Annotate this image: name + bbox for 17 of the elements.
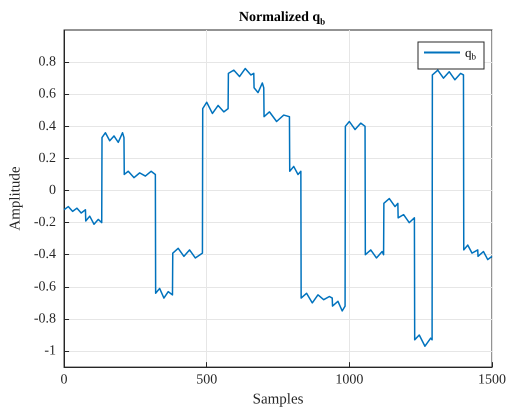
y-tick-label: 0.6 bbox=[38, 86, 56, 102]
x-tick-label: 500 bbox=[196, 372, 218, 388]
x-tick-label: 1000 bbox=[335, 372, 364, 388]
y-tick-label: 0.8 bbox=[38, 54, 56, 70]
line-series bbox=[63, 68, 493, 347]
y-tick-label: -0.8 bbox=[34, 311, 56, 326]
y-tick-label: -0.2 bbox=[34, 215, 56, 230]
y-tick-label: 0.4 bbox=[38, 118, 56, 134]
x-tick-label: 1500 bbox=[478, 372, 506, 388]
y-tick-label: -0.4 bbox=[34, 247, 56, 262]
y-tick-label: -1 bbox=[44, 344, 56, 359]
y-axis-title: Amplitude bbox=[8, 166, 24, 231]
x-axis-title: Samples bbox=[252, 392, 304, 408]
y-tick-label: 0 bbox=[49, 183, 56, 198]
y-tick-label: 0.2 bbox=[38, 150, 56, 166]
x-tick-label: 0 bbox=[60, 372, 68, 388]
y-tick-label: -0.6 bbox=[34, 279, 56, 294]
